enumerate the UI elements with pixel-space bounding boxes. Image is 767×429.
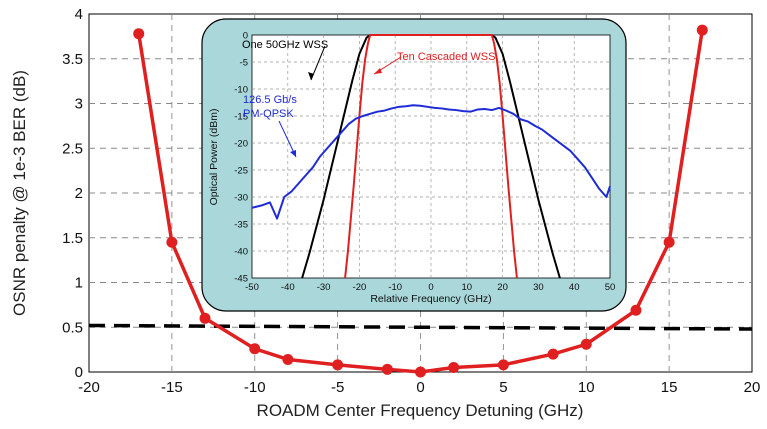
inset-y-tick-9: 0 — [243, 31, 248, 42]
ten-wss-curve — [344, 34, 518, 279]
main-x-tick-6: 10 — [578, 379, 595, 396]
inset-ticks: -50 -40 -30 -20 -10 0 10 20 30 40 50-45-40-35-30-2… — [234, 31, 615, 294]
main-x-tick-5: 5 — [499, 379, 507, 396]
inset-x-tick-0: -50 — [245, 282, 259, 293]
main-x-tick-4: 0 — [416, 379, 424, 396]
inset-y-tick-5: -20 — [234, 139, 248, 150]
penalty-point-7 — [415, 366, 426, 378]
penalty-point-6 — [381, 363, 393, 375]
arrow-signal-head — [290, 150, 296, 157]
main-y-tick-2: 1 — [75, 275, 83, 292]
main-y-tick-8: 4 — [75, 6, 83, 23]
annotation-ten-wss: Ten Cascaded WSS — [397, 51, 495, 63]
main-y-tick-4: 2 — [75, 185, 83, 202]
inset-y-tick-6: -15 — [234, 112, 248, 123]
inset-y-tick-3: -30 — [234, 193, 248, 204]
annotation-signal-rate: 126.5 Gb/s — [243, 94, 297, 106]
inset-series — [251, 34, 611, 279]
penalty-point-4 — [282, 353, 294, 365]
penalty-point-10 — [547, 348, 559, 360]
inset-y-axis-label: Optical Power (dBm) — [208, 109, 220, 206]
arrow-one-wss-head — [308, 72, 314, 80]
inset-x-tick-9: 40 — [569, 282, 580, 293]
inset-y-tick-7: -10 — [234, 85, 248, 96]
inset-x-axis-label: Relative Frequency (GHz) — [370, 293, 491, 305]
main-x-tick-2: -10 — [244, 379, 266, 396]
annotation-one-wss: One 50GHz WSS — [242, 39, 328, 51]
penalty-point-1 — [166, 236, 178, 248]
main-y-tick-0: 0 — [75, 364, 83, 381]
main-x-tick-7: 15 — [661, 379, 678, 396]
main-y-tick-6: 3 — [75, 96, 83, 113]
penalty-point-3 — [249, 343, 261, 355]
main-x-axis-label: ROADM Center Frequency Detuning (GHz) — [257, 401, 584, 420]
main-y-axis-label: OSNR penalty @ 1e-3 BER (dB) — [10, 70, 29, 316]
annotation-signal-format: PM-QPSK — [243, 108, 294, 120]
main-y-tick-3: 1.5 — [62, 230, 83, 247]
penalty-point-5 — [332, 359, 344, 371]
main-x-tick-3: -5 — [331, 379, 344, 396]
inset-y-tick-2: -35 — [234, 220, 248, 231]
penalty-point-11 — [580, 338, 592, 350]
inset-x-tick-4: -10 — [388, 282, 402, 293]
penalty-point-2 — [199, 312, 211, 324]
main-y-tick-7: 3.5 — [62, 51, 83, 68]
inset-x-tick-5: 0 — [428, 282, 433, 293]
inset-y-tick-8: -5 — [240, 58, 248, 69]
main-y-tick-5: 2.5 — [62, 140, 83, 157]
main-y-tick-1: 0.5 — [62, 319, 83, 336]
main-x-tick-1: -15 — [161, 379, 183, 396]
threshold-line — [88, 323, 753, 331]
penalty-point-13 — [663, 236, 675, 248]
inset-y-tick-0: -45 — [234, 274, 248, 285]
inset-x-tick-3: -20 — [353, 282, 367, 293]
inset-x-tick-6: 10 — [462, 282, 473, 293]
main-x-tick-8: 20 — [744, 379, 761, 396]
inset-x-tick-1: -40 — [281, 282, 295, 293]
inset-y-tick-1: -40 — [234, 247, 248, 258]
penalty-point-12 — [630, 304, 642, 316]
inset-x-tick-2: -30 — [317, 282, 331, 293]
penalty-point-8 — [448, 362, 460, 374]
main-series — [88, 24, 753, 378]
penalty-point-14 — [696, 24, 708, 36]
signal-spectrum-curve — [251, 104, 611, 220]
main-x-tick-0: -20 — [78, 379, 100, 396]
inset-x-tick-7: 20 — [497, 282, 508, 293]
inset-x-tick-8: 30 — [533, 282, 544, 293]
penalty-point-0 — [133, 28, 145, 40]
inset-x-tick-10: 50 — [605, 282, 616, 293]
penalty-point-9 — [497, 359, 509, 371]
inset-y-tick-4: -25 — [234, 166, 248, 177]
arrow-ten-wss-head — [374, 68, 382, 74]
